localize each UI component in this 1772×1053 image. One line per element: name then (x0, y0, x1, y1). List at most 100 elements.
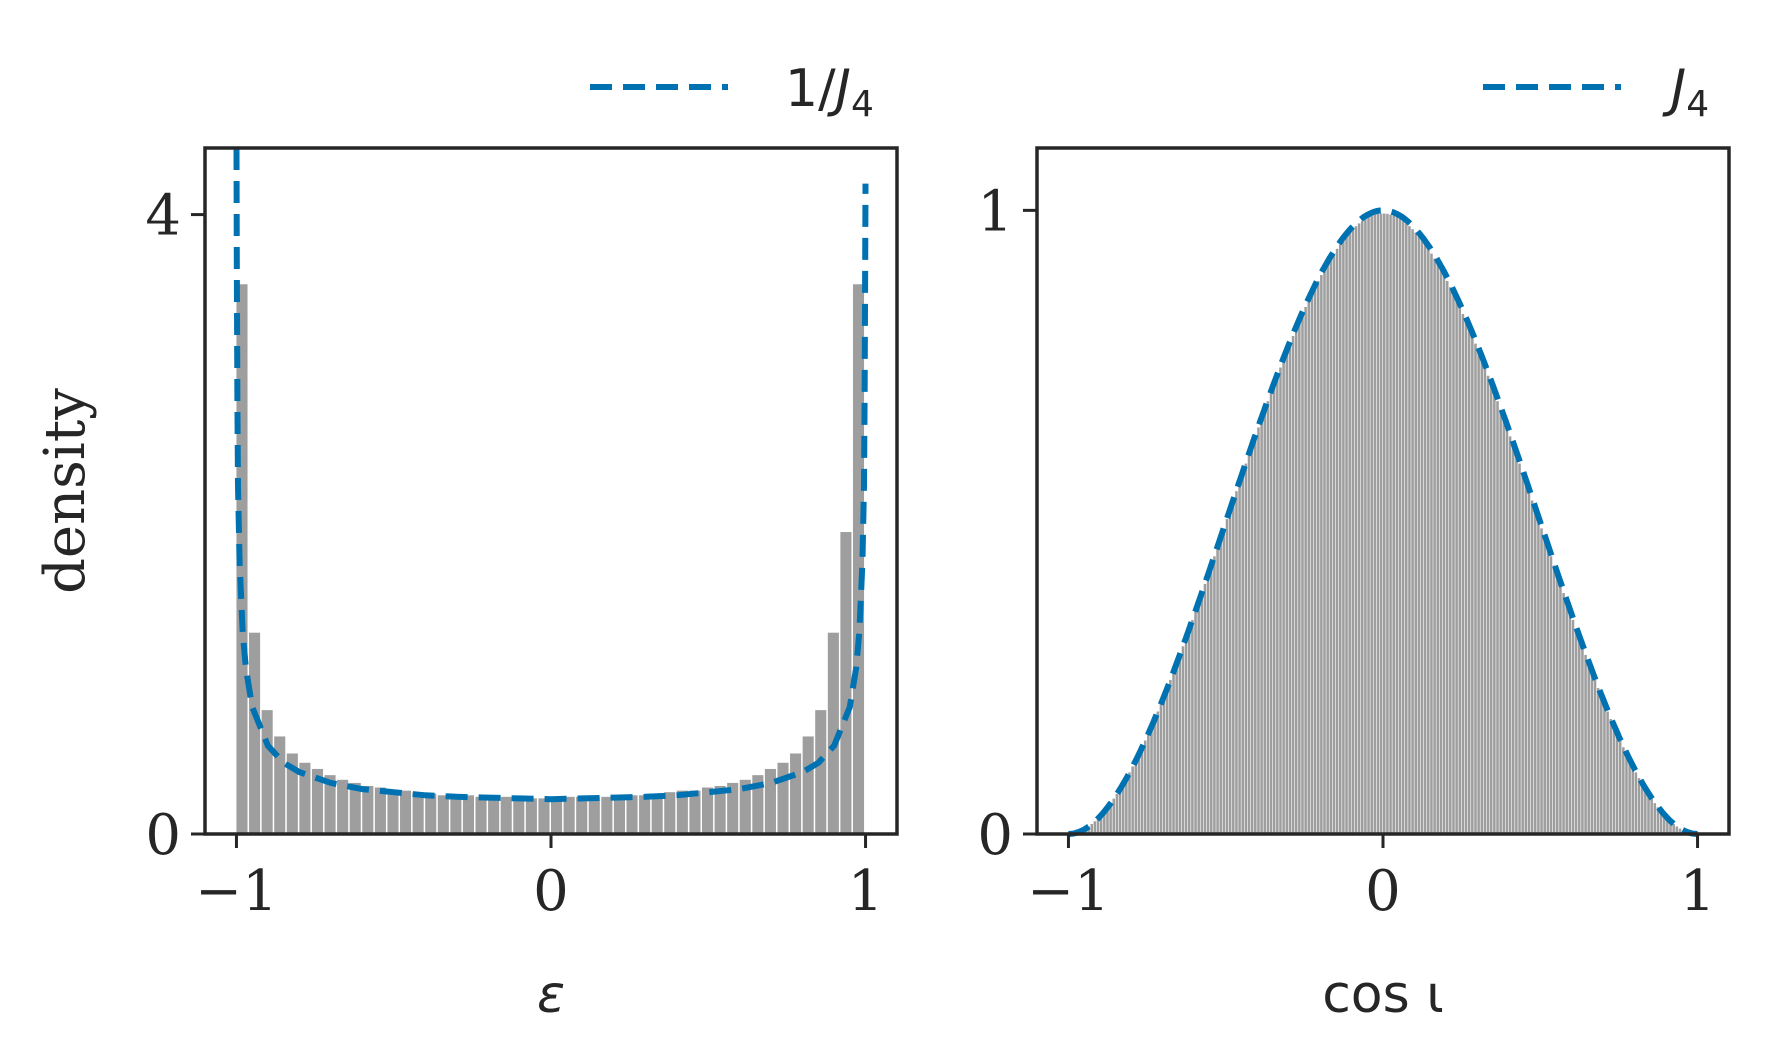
histogram-bar (1467, 328, 1471, 834)
histogram-bar (1250, 445, 1254, 834)
histogram-bar (790, 753, 802, 834)
histogram-bar (1565, 602, 1568, 834)
histogram-bar (1140, 747, 1144, 834)
histogram-bar (1213, 556, 1216, 834)
histogram-bar (840, 532, 852, 834)
histogram-bar (639, 795, 651, 834)
histogram-bar (1527, 491, 1531, 834)
legend: 1/J4 (590, 59, 874, 125)
histogram-bar (412, 792, 424, 834)
histogram-bar (1235, 491, 1238, 834)
y-tick-label: 0 (145, 803, 181, 868)
histogram-bar (1244, 463, 1248, 834)
histogram-bar (475, 796, 487, 834)
histogram-bar (626, 795, 638, 834)
histogram-bar (1581, 646, 1584, 834)
histogram-bar (1379, 213, 1383, 834)
histogram-bar (513, 796, 525, 834)
histogram-bar (1118, 788, 1122, 834)
legend-main: J (1662, 59, 1686, 119)
histogram-bar (1637, 778, 1641, 834)
histogram-bar (1200, 593, 1204, 834)
histogram-bar (815, 710, 827, 834)
histogram-bar (777, 762, 789, 834)
histogram-bar (1313, 287, 1317, 834)
histogram-bar (1373, 214, 1377, 834)
histogram-bar (1134, 760, 1138, 834)
histogram-bar (1401, 221, 1405, 834)
histogram-bar (714, 785, 726, 834)
histogram-bar (1662, 814, 1666, 834)
histogram-bar (1568, 611, 1572, 834)
histogram-bar (1115, 793, 1119, 834)
histogram-bar (1521, 472, 1524, 834)
histogram-bar (1096, 818, 1100, 834)
histogram-bar (1631, 766, 1635, 834)
histogram-bar (1596, 688, 1600, 834)
histogram-bar (1530, 500, 1534, 834)
histogram-bar (701, 787, 714, 834)
y-tick-label: 0 (977, 803, 1013, 868)
histogram-bar (1112, 798, 1116, 834)
histogram-bar (1219, 537, 1222, 834)
y-ticks: 04 (145, 184, 205, 868)
histogram-bar (1150, 726, 1153, 834)
histogram-bar (437, 795, 449, 834)
histogram-bar (1294, 328, 1298, 834)
histogram-bar (1090, 824, 1094, 834)
histogram-bar (1533, 509, 1537, 834)
x-axis-label: ε (537, 965, 565, 1025)
histogram-bar (1436, 263, 1440, 834)
histogram-bar (1678, 828, 1682, 834)
x-tick-label: 0 (533, 859, 569, 924)
histogram-bar (1442, 275, 1446, 834)
histogram-bar (651, 793, 663, 834)
histogram-bar (1316, 281, 1320, 834)
histogram-bar (1247, 454, 1251, 834)
histogram-bar (1351, 229, 1355, 834)
histogram-bar (1206, 574, 1210, 834)
histogram-bar (1502, 418, 1506, 834)
histogram-bar (1518, 463, 1521, 834)
histogram-bar (676, 790, 688, 834)
histogram-bar (1656, 807, 1660, 834)
histogram-bar (1106, 807, 1109, 834)
histogram-bar (1172, 671, 1175, 834)
histogram-bar (538, 798, 550, 834)
histogram-bar (1367, 217, 1370, 835)
y-tick-label: 1 (977, 179, 1013, 244)
histogram-bar (1578, 637, 1581, 834)
histogram-bar (1464, 321, 1468, 834)
histogram-bar (1606, 711, 1609, 834)
histogram-bar (1505, 427, 1509, 834)
histogram-bar (802, 736, 814, 834)
histogram-bar (727, 782, 739, 834)
histogram-bar (739, 779, 751, 834)
histogram-bar (400, 790, 412, 834)
histogram-bar (261, 710, 273, 834)
histogram-bar (1603, 703, 1606, 834)
histogram-bar (1241, 472, 1244, 834)
histogram-bar (1549, 556, 1553, 834)
histogram-bar (1499, 409, 1502, 834)
histogram-bar (1093, 821, 1097, 834)
histogram-bar (1125, 778, 1128, 834)
histogram-bar (1508, 436, 1512, 834)
histogram-bar (1147, 733, 1150, 834)
x-ticks: −1 0 1 (195, 834, 883, 924)
legend-entry: J4 (1662, 59, 1709, 125)
histogram-bar (1332, 253, 1336, 834)
histogram-bar (1272, 384, 1276, 834)
histogram-bar (1452, 293, 1455, 835)
histogram-bar (311, 768, 324, 834)
histogram-bar (1524, 481, 1528, 834)
histogram-bar (1398, 218, 1402, 834)
histogram-bar (1471, 335, 1474, 834)
legend-sub: 4 (851, 84, 874, 125)
histogram-bar (1449, 287, 1452, 834)
y-axis-label: density (33, 388, 98, 594)
histogram-bar (1659, 811, 1663, 834)
histogram-bar (1175, 663, 1178, 834)
histogram-bar (1389, 214, 1392, 834)
histogram-bar (1669, 821, 1672, 834)
